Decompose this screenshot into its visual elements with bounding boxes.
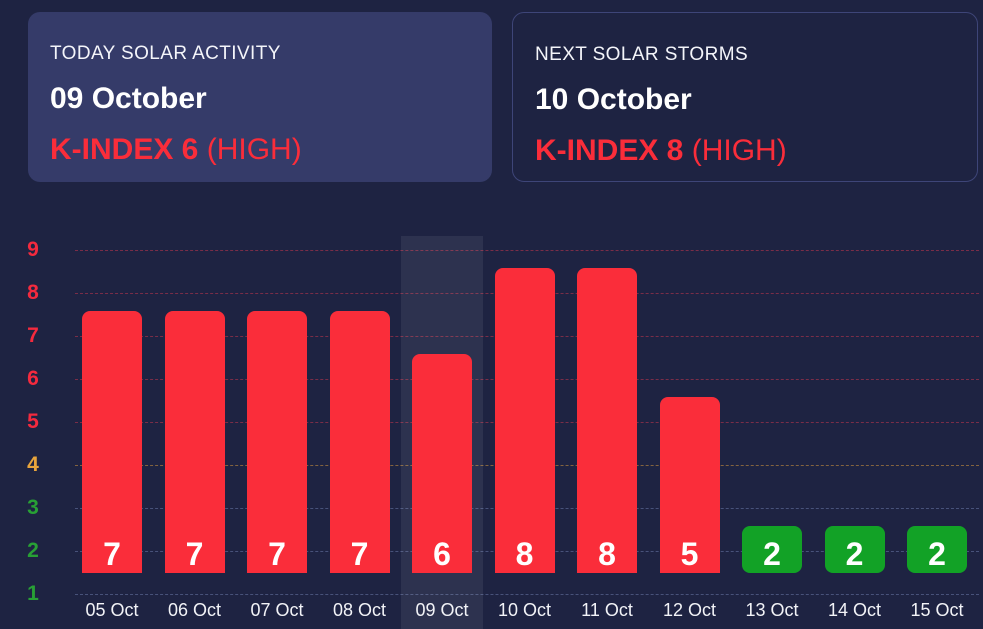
bar-value-label: 8 xyxy=(598,535,616,572)
y-tick-label: 1 xyxy=(27,582,39,605)
bar-value-label: 5 xyxy=(680,535,699,572)
x-tick-label: 05 Oct xyxy=(85,600,139,620)
k-index-bar-09-oct[interactable]: 6 xyxy=(412,353,472,573)
k-index-bar-08-oct[interactable]: 7 xyxy=(329,310,390,573)
k-index-bar-15-oct[interactable]: 2 xyxy=(907,525,967,573)
grid-line-9 xyxy=(75,250,979,251)
y-tick-label: 7 xyxy=(27,324,39,347)
x-tick-label: 10 Oct xyxy=(497,600,552,620)
next-solar-storms-card: NEXT SOLAR STORMS 10 October K-INDEX 8 (… xyxy=(512,12,978,182)
k-index-bar-13-oct[interactable]: 2 xyxy=(742,525,802,573)
y-tick-label: 9 xyxy=(27,238,39,261)
x-tick-label: 08 Oct xyxy=(332,600,387,620)
bar-value-label: 2 xyxy=(845,535,864,572)
x-tick-label: 14 Oct xyxy=(827,600,882,620)
bar-value-label: 7 xyxy=(185,535,204,572)
k-index-bar-05-oct[interactable]: 7 xyxy=(82,310,142,573)
bar-value-label: 2 xyxy=(928,535,946,572)
bar-value-label: 7 xyxy=(103,535,121,572)
next-card-k-index: K-INDEX 8 (HIGH) xyxy=(535,134,955,168)
k-index-bar-12-oct[interactable]: 5 xyxy=(659,396,720,573)
x-tick-label: 07 Oct xyxy=(250,600,304,620)
next-k-index-value: K-INDEX 8 xyxy=(535,134,684,167)
grid-line-1 xyxy=(75,594,979,595)
bar-value-label: 7 xyxy=(350,535,369,572)
bar-value-label: 8 xyxy=(515,535,534,572)
x-tick-label: 06 Oct xyxy=(167,600,222,620)
today-solar-activity-card: TODAY SOLAR ACTIVITY 09 October K-INDEX … xyxy=(28,12,492,182)
y-tick-label: 3 xyxy=(27,496,39,519)
y-tick-label: 4 xyxy=(27,453,39,476)
k-index-bar-11-oct[interactable]: 8 xyxy=(577,267,637,573)
y-tick-label: 6 xyxy=(27,367,39,390)
next-card-title: NEXT SOLAR STORMS xyxy=(535,44,749,65)
y-tick-label: 8 xyxy=(27,281,39,304)
y-tick-label: 2 xyxy=(27,539,39,562)
today-k-index-value: K-INDEX 6 xyxy=(50,133,199,166)
today-card-title: TODAY SOLAR ACTIVITY xyxy=(50,43,281,64)
bar-value-label: 2 xyxy=(763,535,781,572)
y-tick-label: 5 xyxy=(27,410,39,433)
bar-value-label: 6 xyxy=(433,535,451,572)
bar-value-label: 7 xyxy=(268,535,286,572)
today-k-index-level: (HIGH) xyxy=(206,133,302,166)
k-index-bar-06-oct[interactable]: 7 xyxy=(164,310,225,573)
x-tick-label: 09 Oct xyxy=(415,600,469,620)
next-card-date: 10 October xyxy=(535,83,692,116)
x-tick-label: 13 Oct xyxy=(745,600,799,620)
today-card-date: 09 October xyxy=(50,82,207,115)
k-index-bar-07-oct[interactable]: 7 xyxy=(247,310,307,573)
x-tick-label: 11 Oct xyxy=(581,600,633,620)
x-tick-label: 12 Oct xyxy=(662,600,717,620)
k-index-bar-14-oct[interactable]: 2 xyxy=(824,525,885,573)
x-tick-label: 15 Oct xyxy=(910,600,964,620)
next-k-index-level: (HIGH) xyxy=(691,134,787,167)
k-index-bar-10-oct[interactable]: 8 xyxy=(494,267,555,573)
today-card-k-index: K-INDEX 6 (HIGH) xyxy=(50,133,470,167)
